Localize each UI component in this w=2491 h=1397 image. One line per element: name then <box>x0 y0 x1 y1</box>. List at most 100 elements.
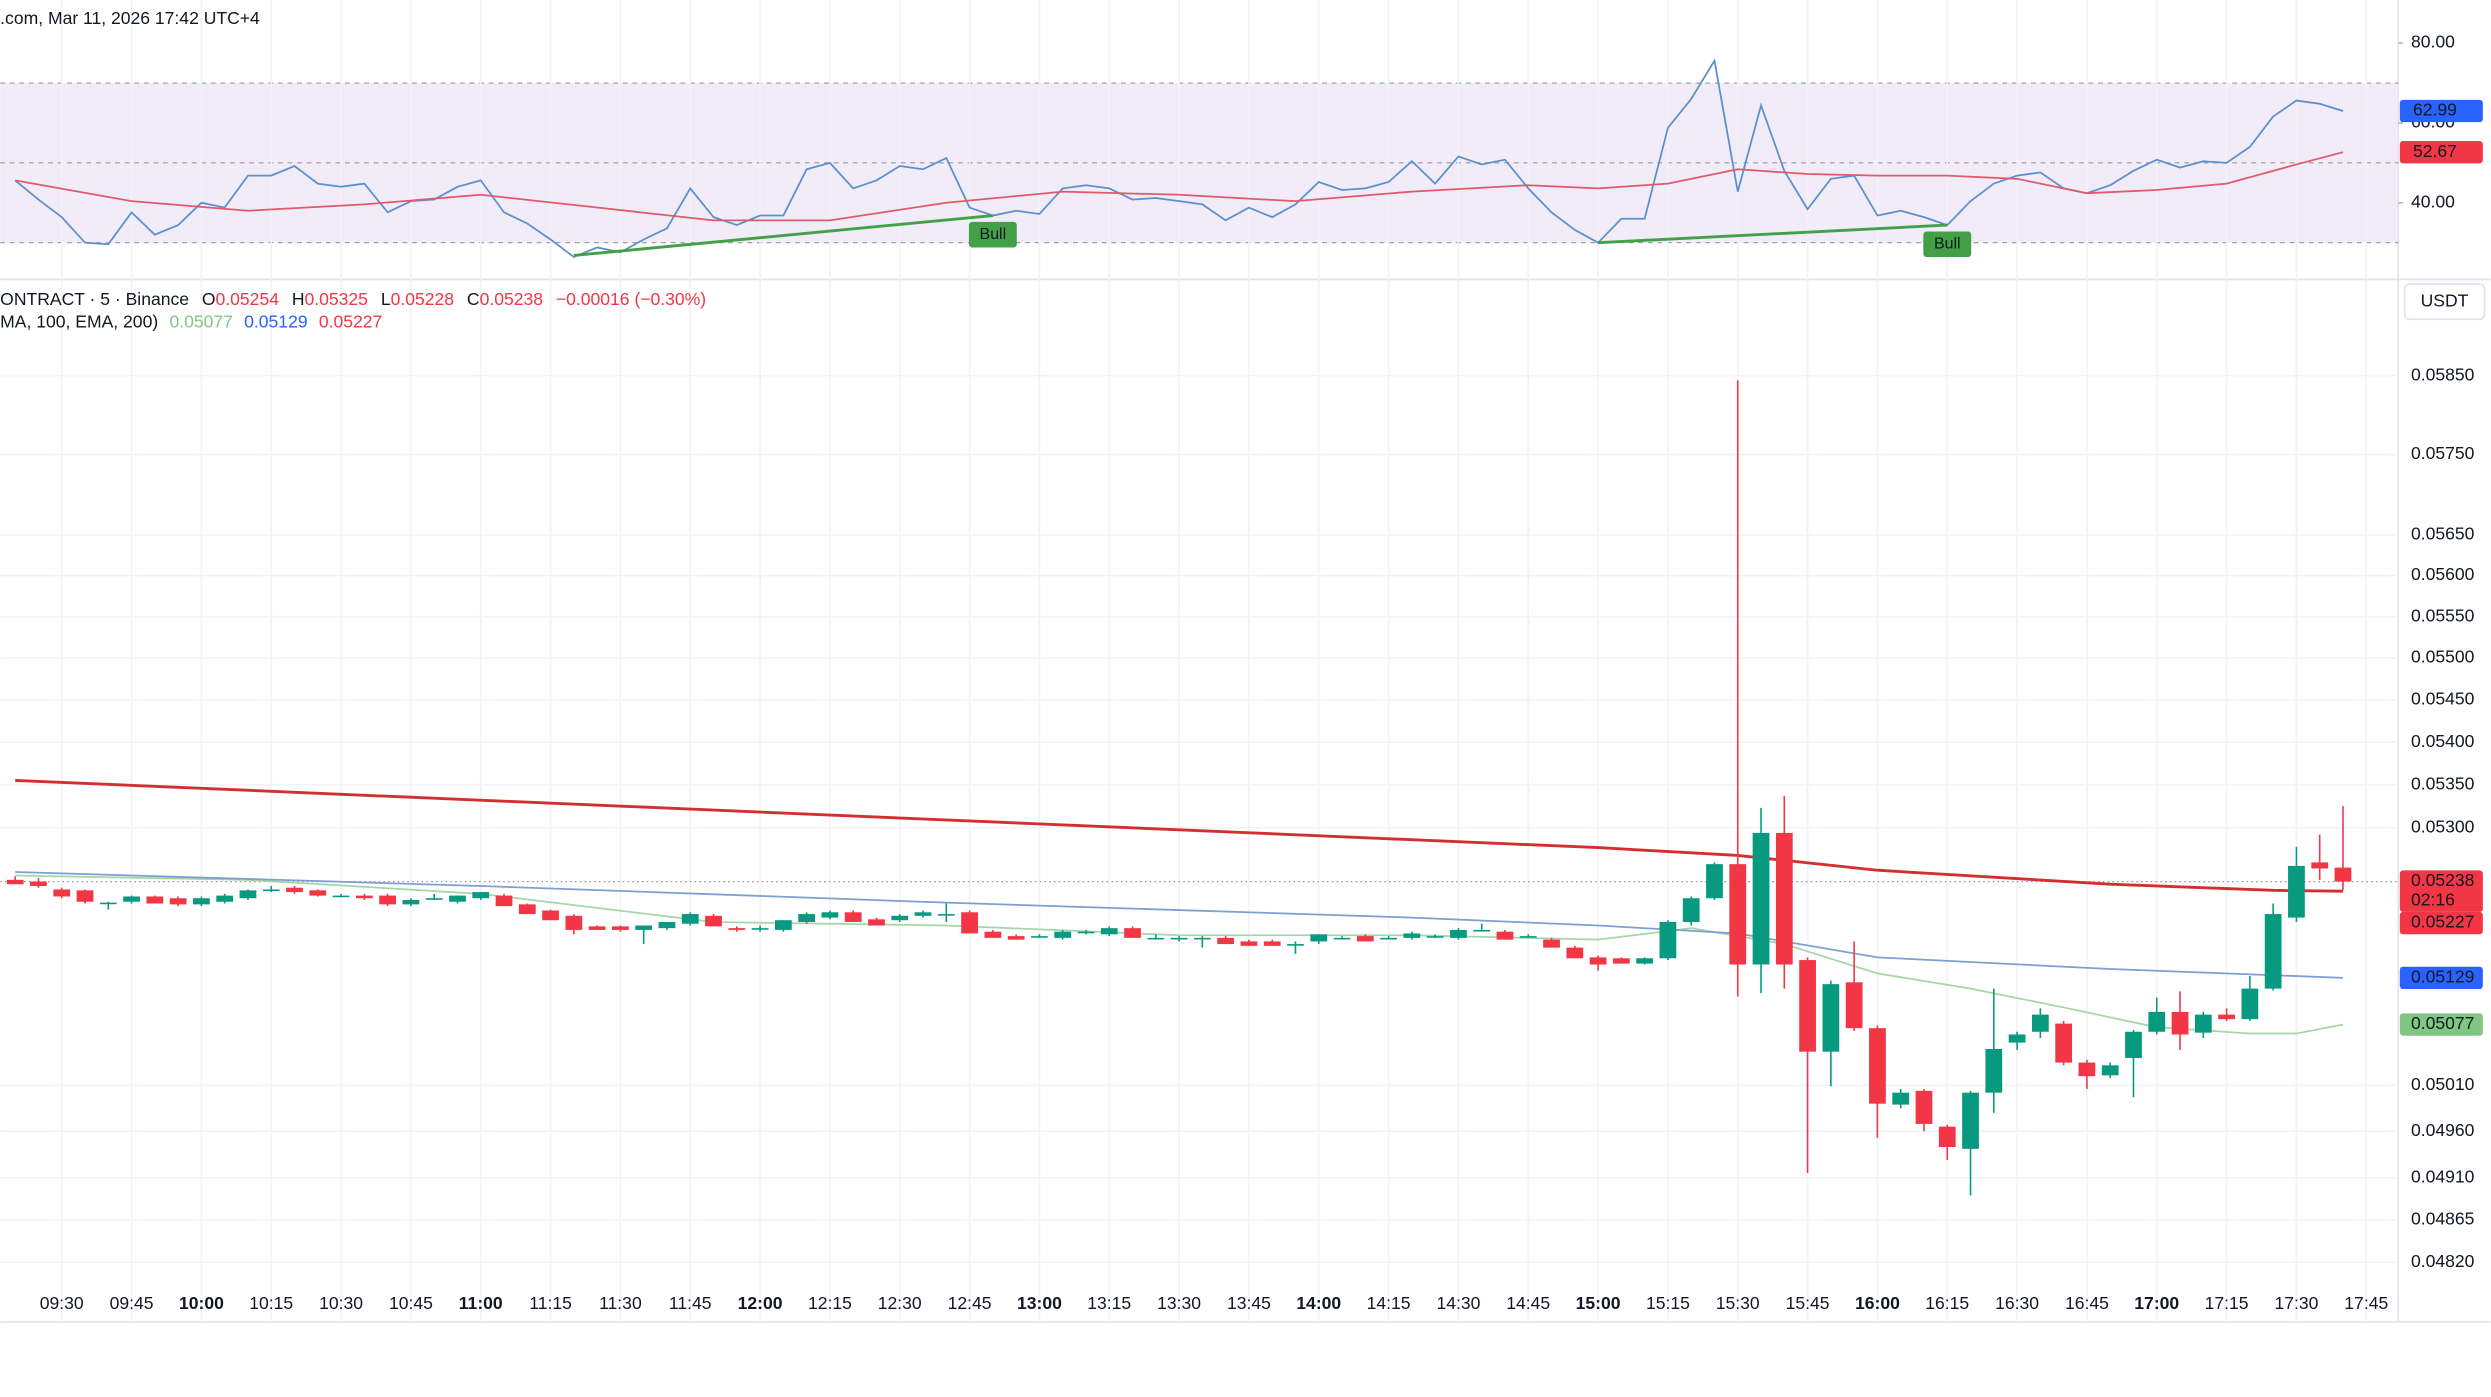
candle-body <box>542 910 559 921</box>
candle-body <box>2031 1014 2049 1032</box>
x-tick-label: 16:15 <box>1925 1293 1969 1313</box>
value-badge <box>2399 141 2483 164</box>
price-badge <box>2399 966 2483 990</box>
candle-body <box>30 881 47 886</box>
candle-body <box>1519 936 1537 938</box>
divergence-label: Bull <box>980 226 1007 243</box>
indicator-value: 0.05227 <box>319 311 382 331</box>
y-tick-label: 0.05010 <box>2411 1074 2475 1094</box>
candle-body <box>1240 941 1258 946</box>
price-badge-label: 0.05238 <box>2411 870 2474 890</box>
candle-body <box>1752 832 1770 965</box>
candle-body <box>914 912 932 916</box>
countdown: 02:16 <box>2411 889 2455 909</box>
currency[interactable]: USDT <box>2421 290 2469 310</box>
candle-body <box>1543 939 1560 948</box>
y-tick-label: 0.05550 <box>2411 605 2475 625</box>
candle-body <box>123 896 140 902</box>
rsi-line <box>15 151 2344 222</box>
candle-body <box>891 915 909 921</box>
ohlc-key: H <box>292 289 305 309</box>
candle-body <box>472 892 490 899</box>
candle-body <box>2194 1014 2212 1033</box>
candle-body <box>565 915 583 930</box>
candle-body <box>286 887 303 893</box>
candle-body <box>1729 864 1747 965</box>
divergence-line <box>573 214 993 257</box>
candle-body <box>2334 867 2352 882</box>
candle-body <box>1682 898 1700 922</box>
x-tick-label: 16:00 <box>1855 1293 1900 1313</box>
x-tick-label: 14:30 <box>1436 1293 1480 1313</box>
candle-body <box>1775 832 1793 965</box>
candle-body <box>76 890 94 902</box>
candle-body <box>1124 928 1141 938</box>
price-badge-label: 0.05077 <box>2411 1013 2474 1033</box>
candle-body <box>1007 936 1025 940</box>
candle-body <box>658 921 676 929</box>
candle-body <box>2148 1011 2166 1032</box>
ohlc-value: 0.05228 <box>391 289 454 309</box>
y-tick-label: 0.05500 <box>2411 647 2475 667</box>
ohlc-key: O <box>202 289 216 309</box>
candle-body <box>1380 937 1397 940</box>
candle-body <box>705 915 722 927</box>
candle-body <box>309 890 327 896</box>
y-tick-label: 0.05400 <box>2411 731 2475 751</box>
candle-body <box>751 928 769 930</box>
x-tick-label: 15:45 <box>1786 1293 1830 1313</box>
divergence-badge <box>1923 231 1972 258</box>
candle-body <box>1589 957 1607 965</box>
candle-body <box>449 895 466 902</box>
candle-body <box>2078 1062 2096 1077</box>
candle-body <box>1566 947 1584 959</box>
candle-body <box>1054 931 1072 938</box>
y-tick-label: 0.05300 <box>2411 816 2475 836</box>
divergence-line <box>1598 223 1948 245</box>
y-tick-label: 0.04820 <box>2411 1251 2475 1271</box>
x-tick-label: 17:15 <box>2205 1293 2249 1313</box>
symbol: ONTRACT · 5 · Binance <box>0 289 189 309</box>
price-badge <box>2399 870 2483 912</box>
price-badge <box>2399 911 2483 935</box>
candle-body <box>1985 1048 2003 1093</box>
candle-body <box>6 879 24 885</box>
currency-button[interactable] <box>2403 283 2486 321</box>
x-tick-label: 09:45 <box>110 1293 154 1313</box>
candle-body <box>774 920 792 930</box>
candle-body <box>355 895 373 899</box>
candle-body <box>53 889 71 897</box>
candle-body <box>1287 944 1304 946</box>
candle-body <box>1100 928 1118 935</box>
x-tick-label: 11:00 <box>459 1293 503 1313</box>
candle-body <box>1636 958 1654 964</box>
y-tick-label: 0.04865 <box>2411 1208 2475 1228</box>
candle-body <box>1077 931 1095 934</box>
candle-body <box>1450 929 1467 938</box>
candle-body <box>379 895 397 905</box>
moving-average <box>15 871 2344 979</box>
candle-body <box>99 902 117 905</box>
candle-body <box>332 895 350 898</box>
y-tick-label: 0.05350 <box>2411 773 2475 793</box>
y-tick-label: 0.05850 <box>2411 364 2475 384</box>
candle-body <box>1426 936 1444 938</box>
value-badge-label: 62.99 <box>2413 100 2457 120</box>
x-tick-label: 11:45 <box>669 1293 712 1313</box>
change: −0.00016 (−0.30%) <box>556 289 706 309</box>
candle-body <box>216 895 234 902</box>
x-tick-label: 10:45 <box>389 1293 433 1313</box>
candle-body <box>2055 1023 2073 1063</box>
candle-body <box>1892 1092 1910 1105</box>
ohlc-value: 0.05325 <box>305 289 369 309</box>
candle-body <box>681 914 699 924</box>
x-tick-label: 10:00 <box>179 1293 224 1313</box>
grid <box>0 0 2404 1322</box>
indicator-value: 0.05077 <box>169 311 232 331</box>
candle-body <box>1822 984 1840 1052</box>
candle-body <box>2311 862 2329 869</box>
symbol-legend: ONTRACT · 5 · Binance O0.05254 H0.05325 … <box>0 289 706 309</box>
x-tick-label: 12:00 <box>738 1293 783 1313</box>
moving-average <box>15 779 2344 893</box>
